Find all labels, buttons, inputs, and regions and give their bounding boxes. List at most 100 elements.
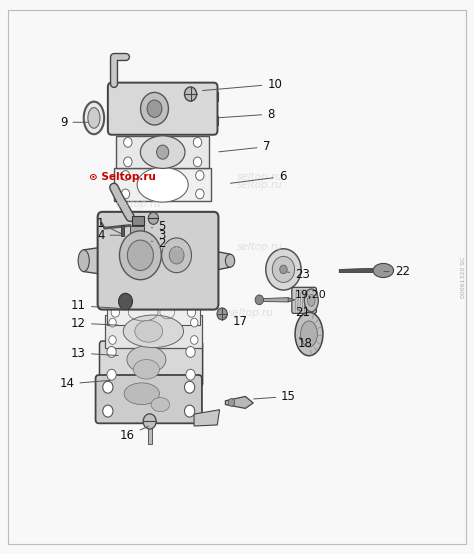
- Polygon shape: [214, 251, 230, 270]
- Polygon shape: [116, 136, 209, 168]
- Circle shape: [184, 405, 195, 417]
- Bar: [148, 422, 152, 444]
- Circle shape: [128, 240, 154, 270]
- Polygon shape: [288, 297, 295, 302]
- Text: 7: 7: [219, 140, 270, 153]
- Polygon shape: [194, 410, 219, 426]
- Circle shape: [162, 238, 191, 273]
- FancyBboxPatch shape: [96, 375, 202, 423]
- Text: 11: 11: [71, 299, 128, 312]
- Circle shape: [109, 318, 116, 327]
- Circle shape: [272, 257, 295, 283]
- FancyBboxPatch shape: [98, 212, 219, 310]
- Text: seltop.ru: seltop.ru: [116, 199, 162, 209]
- Text: 4: 4: [97, 229, 120, 242]
- Ellipse shape: [78, 250, 89, 271]
- Circle shape: [124, 157, 132, 167]
- Circle shape: [196, 171, 204, 181]
- Polygon shape: [84, 247, 102, 274]
- Circle shape: [118, 293, 132, 310]
- Circle shape: [186, 370, 195, 380]
- Circle shape: [147, 100, 162, 117]
- Text: seltop.ru: seltop.ru: [237, 179, 283, 189]
- Text: 2: 2: [152, 237, 165, 250]
- Circle shape: [191, 318, 198, 327]
- Text: ⊙ Seltop.ru: ⊙ Seltop.ru: [89, 172, 156, 182]
- Text: 18: 18: [297, 337, 312, 350]
- Text: 9: 9: [60, 116, 88, 129]
- Text: 22: 22: [384, 265, 410, 278]
- Text: seltop.ru: seltop.ru: [237, 242, 283, 252]
- Ellipse shape: [295, 312, 323, 356]
- Ellipse shape: [133, 360, 159, 379]
- Circle shape: [191, 336, 198, 345]
- Circle shape: [196, 189, 204, 199]
- Ellipse shape: [137, 167, 188, 202]
- Polygon shape: [339, 268, 376, 273]
- Bar: [107, 116, 113, 125]
- Ellipse shape: [308, 294, 315, 306]
- Circle shape: [280, 265, 287, 274]
- Circle shape: [255, 295, 264, 305]
- Ellipse shape: [226, 254, 235, 267]
- Polygon shape: [259, 297, 291, 302]
- Ellipse shape: [151, 398, 170, 412]
- Text: 19,20: 19,20: [289, 290, 327, 301]
- Text: 5: 5: [152, 220, 165, 233]
- Circle shape: [107, 346, 116, 357]
- Ellipse shape: [124, 383, 159, 404]
- Text: seltop.ru: seltop.ru: [158, 242, 204, 252]
- Text: 10: 10: [202, 78, 282, 91]
- Bar: [130, 226, 144, 235]
- Text: seltop.ru: seltop.ru: [237, 172, 283, 182]
- Ellipse shape: [135, 320, 163, 342]
- Circle shape: [228, 399, 235, 406]
- Ellipse shape: [373, 263, 393, 278]
- Ellipse shape: [127, 346, 166, 373]
- Circle shape: [141, 93, 168, 125]
- Circle shape: [266, 249, 301, 290]
- Circle shape: [186, 346, 195, 357]
- Ellipse shape: [84, 101, 104, 134]
- Text: seltop.ru: seltop.ru: [154, 293, 199, 302]
- Text: seltop.ru: seltop.ru: [228, 309, 273, 319]
- FancyBboxPatch shape: [100, 341, 202, 387]
- Circle shape: [111, 307, 119, 317]
- Text: 8: 8: [219, 107, 274, 121]
- Ellipse shape: [123, 315, 183, 347]
- Circle shape: [217, 308, 227, 320]
- Circle shape: [184, 381, 195, 393]
- Bar: [212, 93, 219, 101]
- Circle shape: [107, 370, 116, 380]
- Bar: [189, 87, 192, 95]
- Circle shape: [121, 189, 130, 199]
- Text: 1: 1: [97, 217, 121, 233]
- Text: 00061320 SC: 00061320 SC: [461, 257, 466, 297]
- Circle shape: [193, 137, 202, 147]
- FancyBboxPatch shape: [292, 288, 317, 314]
- Ellipse shape: [304, 289, 319, 312]
- Text: 14: 14: [59, 377, 110, 391]
- Text: 21: 21: [295, 306, 310, 319]
- Text: 12: 12: [71, 317, 118, 330]
- Bar: [212, 116, 219, 125]
- Bar: [132, 216, 144, 225]
- Bar: [121, 225, 124, 236]
- Text: 17: 17: [225, 315, 247, 328]
- FancyBboxPatch shape: [108, 83, 218, 135]
- Circle shape: [193, 157, 202, 167]
- Ellipse shape: [301, 321, 318, 347]
- Bar: [107, 93, 113, 101]
- Circle shape: [184, 87, 197, 101]
- Ellipse shape: [88, 107, 100, 128]
- Circle shape: [119, 231, 161, 280]
- Text: 16: 16: [120, 427, 148, 442]
- Polygon shape: [114, 168, 211, 201]
- Polygon shape: [105, 315, 202, 347]
- Circle shape: [121, 171, 130, 181]
- Circle shape: [124, 137, 132, 147]
- Circle shape: [109, 336, 116, 345]
- Circle shape: [187, 307, 196, 317]
- Circle shape: [103, 381, 113, 393]
- Circle shape: [143, 414, 156, 429]
